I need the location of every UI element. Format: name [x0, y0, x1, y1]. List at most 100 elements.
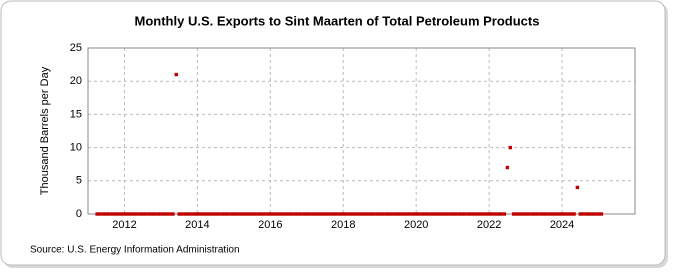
data-point: [150, 212, 154, 216]
data-point: [581, 212, 585, 216]
source: Source: U.S. Energy Information Administ…: [30, 245, 240, 256]
data-point: [353, 212, 358, 216]
frame: [0, 0, 666, 266]
data-point: [323, 212, 327, 216]
data-point: [496, 212, 500, 216]
data-point: [183, 212, 188, 216]
data-point: [220, 212, 224, 216]
data-point: [441, 212, 446, 216]
data-point: [128, 212, 133, 216]
data-point: [232, 212, 236, 216]
data-point: [596, 212, 601, 216]
data-point: [535, 212, 540, 216]
data-point: [177, 212, 181, 216]
data-point: [469, 212, 473, 216]
data-point: [320, 212, 324, 216]
data-point: [487, 212, 491, 216]
data-point: [593, 212, 598, 216]
data-point: [192, 212, 197, 216]
data-point: [587, 212, 592, 216]
data-point: [399, 212, 403, 216]
data-point: [138, 212, 142, 216]
data-point: [293, 212, 297, 216]
data-point: [131, 212, 136, 216]
data-point: [511, 212, 516, 216]
data-point: [590, 212, 595, 216]
data-point: [335, 212, 339, 216]
data-point: [560, 212, 564, 216]
data-point: [180, 212, 184, 216]
x-tick-label: 2016: [258, 219, 282, 231]
data-point: [253, 212, 257, 216]
data-point: [566, 212, 570, 216]
data-point: [195, 212, 200, 216]
data-point: [460, 212, 464, 216]
data-point: [575, 185, 580, 190]
data-point: [435, 212, 440, 216]
data-point: [457, 212, 461, 216]
data-point: [314, 212, 318, 216]
data-point: [223, 212, 227, 216]
data-point: [201, 212, 206, 216]
data-point: [414, 212, 418, 216]
data-point: [387, 212, 391, 216]
data-point: [134, 212, 139, 216]
data-point: [530, 212, 534, 216]
data-point: [526, 212, 531, 216]
data-point: [271, 212, 275, 216]
data-point: [274, 212, 279, 216]
y-axis-label: Thousand Barrels per Day: [39, 66, 51, 195]
data-point: [539, 212, 543, 216]
data-point: [432, 212, 437, 216]
data-point: [563, 212, 567, 216]
data-point: [514, 212, 519, 216]
data-point: [584, 212, 589, 216]
data-point: [520, 212, 525, 216]
data-point: [448, 212, 452, 216]
data-point: [308, 212, 312, 216]
plot-area: 0 5 10 15 20 25 2012 2014 2016 2018 2020 2022 2024: [70, 42, 636, 231]
data-point: [241, 212, 245, 216]
data-point: [569, 212, 573, 216]
data-point: [156, 212, 160, 216]
data-point: [572, 212, 576, 216]
data-point: [95, 212, 99, 216]
data-point: [557, 212, 561, 216]
data-point: [295, 212, 300, 216]
data-point: [533, 212, 537, 216]
data-point: [362, 212, 367, 216]
y-tick-label: 25: [70, 42, 82, 54]
data-point: [429, 212, 434, 216]
data-point: [98, 212, 102, 216]
data-point: [542, 212, 546, 216]
data-point: [229, 212, 233, 216]
data-point: [211, 212, 215, 216]
data-point: [393, 212, 397, 216]
data-point: [408, 212, 412, 216]
data-point: [341, 212, 345, 216]
data-point: [198, 212, 203, 216]
data-point: [423, 212, 428, 216]
x-tick-label: 2012: [112, 219, 136, 231]
data-point: [450, 212, 455, 216]
data-point: [332, 212, 336, 216]
data-point: [499, 212, 503, 216]
data-point: [402, 212, 406, 216]
data-point: [262, 212, 266, 216]
data-point: [110, 212, 115, 216]
data-point: [238, 212, 242, 216]
data-point: [463, 212, 467, 216]
data-point: [265, 212, 270, 216]
data-point: [225, 212, 230, 216]
data-point: [417, 212, 421, 216]
data-point: [484, 212, 488, 216]
data-point: [213, 212, 218, 216]
data-point: [578, 212, 582, 216]
data-point: [368, 212, 373, 216]
data-point: [338, 212, 343, 216]
data-point: [371, 212, 376, 216]
data-point: [545, 212, 549, 216]
data-point: [104, 212, 108, 216]
data-point: [305, 212, 309, 216]
data-point: [171, 212, 175, 216]
